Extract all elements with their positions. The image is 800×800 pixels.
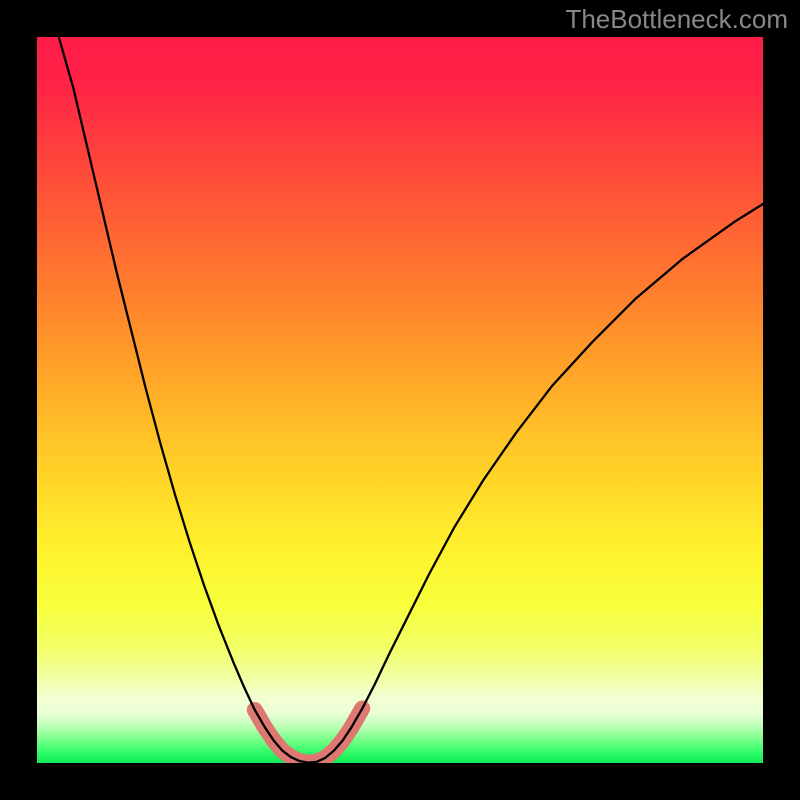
watermark-text: TheBottleneck.com — [565, 4, 788, 35]
bottleneck-curve — [59, 37, 763, 763]
curves-layer — [37, 37, 763, 763]
plot-area — [37, 37, 763, 763]
